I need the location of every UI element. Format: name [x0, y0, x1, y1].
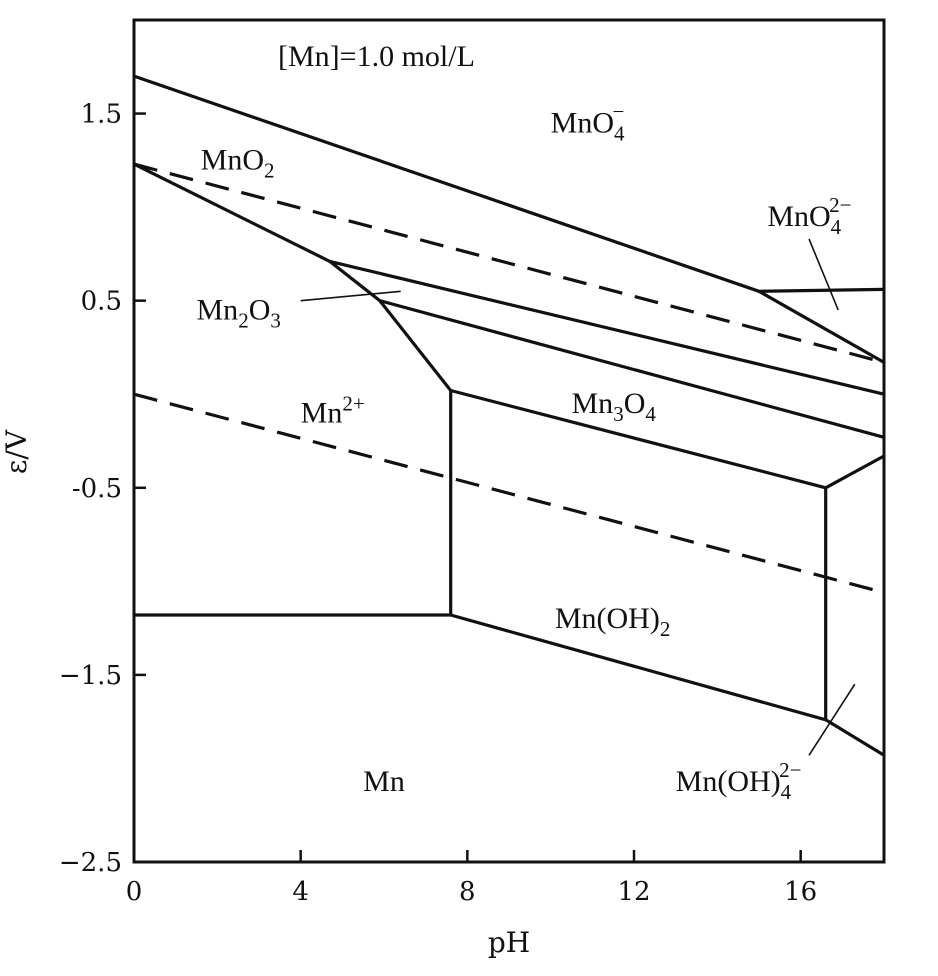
line-leader-mnoh4: [808, 683, 856, 756]
region-label: Mn3O4: [572, 387, 657, 426]
line-mno42-mno2: [758, 289, 885, 364]
region-labels: MnO4− MnO2 MnO42− Mn2O3 Mn2+ Mn3O4 Mn(OH)2 Mn Mn…: [197, 99, 852, 804]
y-tick-label: −1.5: [59, 661, 122, 691]
region-label: Mn(OH)2: [555, 602, 671, 641]
line-mn3o4-mnoh2: [450, 388, 827, 490]
x-tick-label: 0: [126, 877, 143, 907]
region-label: MnO4−: [551, 99, 625, 145]
line-mnoh4-mn: [824, 718, 885, 757]
line-mnoh2-mn: [450, 613, 827, 722]
concentration-note: [Mn]=1.0 mol/L: [278, 40, 475, 73]
line-leader-mno42: [808, 238, 839, 311]
plot-frame: [132, 18, 886, 864]
x-tick-label: 4: [292, 877, 309, 907]
line-mno4-mno2: [133, 74, 760, 293]
y-tick-label: -0.5: [72, 474, 122, 504]
axis-ticks: 0 4 8 12 16 1.5 0.5 -0.5 −1.5 −2.5: [59, 100, 817, 907]
y-tick-label: 1.5: [81, 100, 122, 130]
x-axis-title: pH: [488, 926, 530, 959]
boundary-lines: [133, 74, 885, 757]
region-label: Mn2O3: [197, 293, 281, 332]
x-tick-label: 16: [784, 877, 817, 907]
line-mno2-mn2o3: [329, 259, 885, 396]
region-label: MnO42−: [767, 193, 851, 239]
line-mn2o3-mn3o4: [379, 299, 885, 439]
y-tick-label: 0.5: [81, 287, 122, 317]
y-axis-title: ε/V: [0, 429, 33, 474]
x-tick-label: 12: [617, 877, 650, 907]
y-tick-label: −2.5: [59, 848, 122, 878]
line-water-upper: [133, 162, 885, 364]
region-label: Mn: [363, 765, 405, 798]
line-mn2o3-mn2plus: [328, 260, 452, 392]
region-label: MnO2: [201, 144, 275, 183]
region-label: Mn(OH)42−: [676, 758, 802, 804]
line-leader-mn2o3: [300, 290, 401, 302]
line-mno2-mn2plus: [133, 162, 331, 263]
region-label: Mn2+: [301, 391, 365, 429]
line-mno4-mno42: [758, 287, 885, 293]
x-tick-label: 8: [459, 877, 476, 907]
line-mn3o4-mnoh4: [824, 454, 885, 490]
line-water-lower: [133, 392, 885, 595]
